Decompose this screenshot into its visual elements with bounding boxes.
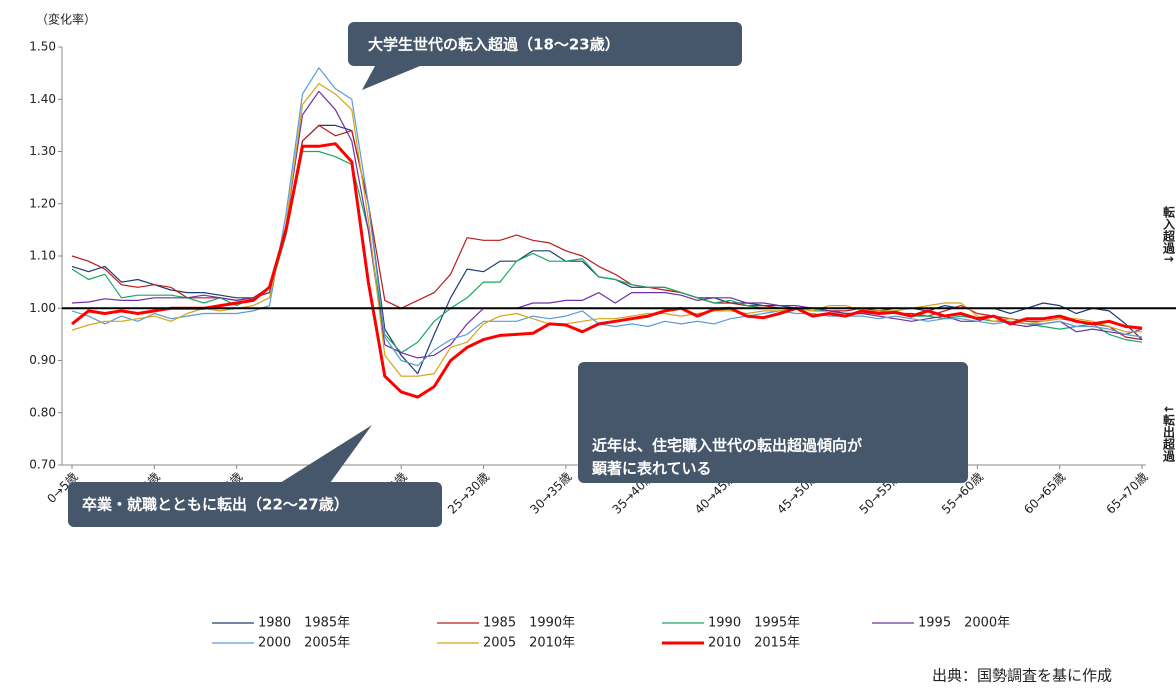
side-label: 転入超過↑ <box>1162 205 1176 265</box>
source: 出典：国勢調査を基に作成 <box>932 667 1112 685</box>
series-line <box>71 150 1143 354</box>
annotation: 近年は、住宅購入世代の転出超過傾向が <box>592 437 863 455</box>
y-tick-label: 0.80 <box>29 405 56 419</box>
callout-box <box>68 482 442 527</box>
callout-pointer <box>362 66 420 90</box>
series-line <box>71 82 1142 377</box>
y-tick-label: 1.10 <box>29 249 56 263</box>
side-label: ↓転出超過 <box>1162 404 1176 463</box>
callout-pointer <box>280 425 372 483</box>
y-tick-label: 1.00 <box>29 301 56 315</box>
legend-label: 1980 1985年 <box>258 616 350 631</box>
legend-label: 2010 2015年 <box>708 636 800 651</box>
y-tick-label: 1.50 <box>29 40 56 54</box>
y-tick-label: 0.70 <box>29 458 56 472</box>
y-axis-label: （変化率） <box>36 12 96 27</box>
x-tick-label: 65→70歳 <box>1103 470 1150 517</box>
series-line <box>71 90 1143 359</box>
callout: 大学生世代の転入超過（18～23歳） <box>348 22 742 90</box>
annotation: 卒業・就職とともに転出（22～27歳） <box>82 496 349 514</box>
x-tick-label: 25→30歳 <box>445 470 492 517</box>
x-tick-label: 60→65歳 <box>1021 470 1068 517</box>
y-tick-label: 1.30 <box>29 144 56 158</box>
callout: 近年は、住宅購入世代の転出超過傾向が 顕著に表れている <box>578 362 968 483</box>
legend-label: 2005 2010年 <box>483 636 575 651</box>
legend-label: 1990 1995年 <box>708 616 800 631</box>
y-tick-label: 1.20 <box>29 196 56 210</box>
y-tick-label: 1.40 <box>29 92 56 106</box>
annotation: 顕著に表れている <box>592 460 712 478</box>
x-tick-label: 30→35歳 <box>527 470 574 517</box>
series-line <box>71 142 1143 399</box>
annotation: 大学生世代の転入超過（18～23歳） <box>368 36 620 54</box>
callout-box <box>578 362 968 483</box>
legend-label: 2000 2005年 <box>258 636 350 651</box>
legend-label: 1985 1990年 <box>483 616 575 631</box>
y-tick-label: 0.90 <box>29 353 56 367</box>
series-line <box>71 124 1143 375</box>
series-line <box>71 67 1143 367</box>
legend-label: 1995 2000年 <box>918 616 1010 631</box>
callout-box <box>348 22 742 66</box>
callout: 卒業・就職とともに転出（22～27歳） <box>68 425 442 527</box>
